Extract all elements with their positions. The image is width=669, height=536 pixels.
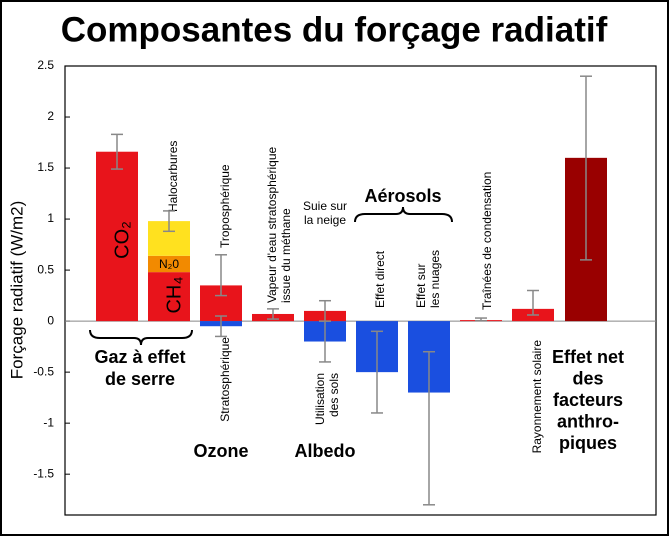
bar-label: Effet direct — [373, 250, 387, 308]
error-bar — [215, 315, 227, 338]
bar-label: CH₄ — [163, 276, 185, 313]
y-tick-label: 2 — [47, 109, 54, 123]
chart-title: Composantes du forçage radiatif — [61, 10, 608, 49]
error-bar — [215, 254, 227, 297]
group-label: de serre — [105, 369, 175, 389]
error-bar — [111, 133, 123, 170]
bar — [96, 151, 138, 322]
y-axis-label: Forçage radiatif (W/m2) — [7, 201, 26, 380]
group-label: Effet net — [552, 347, 624, 367]
error-bar — [580, 75, 592, 261]
group-label: anthro- — [557, 411, 619, 431]
group-label: des — [572, 368, 603, 388]
group-label: Gaz à effet — [94, 347, 185, 367]
plot-area — [64, 65, 657, 516]
bar-label: des sols — [327, 373, 341, 417]
bar-label: issue du méthane — [279, 208, 293, 303]
bar-label: la neige — [304, 213, 346, 227]
bar-label: Stratosphérique — [218, 337, 232, 422]
bar-segment — [148, 255, 190, 273]
bar-label: Troposphérique — [218, 164, 232, 248]
y-tick-label: 2.5 — [37, 58, 54, 72]
bar-label: Utilisation — [313, 373, 327, 425]
group-label: facteurs — [553, 390, 623, 410]
y-tick-label: 0 — [47, 313, 54, 327]
brace — [89, 329, 193, 346]
bar-label: Halocarbures — [166, 141, 180, 212]
bar-label: les nuages — [428, 250, 442, 308]
y-tick-label: -1 — [43, 415, 54, 429]
bar-label: CO₂ — [111, 221, 133, 259]
bar-label: Suie sur — [303, 199, 347, 213]
y-tick-label: -1.5 — [33, 466, 54, 480]
error-bar — [163, 210, 175, 233]
bar-label: Rayonnement solaire — [530, 340, 544, 454]
group-label: Ozone — [193, 441, 248, 461]
error-bar — [423, 350, 435, 506]
bar-label: Traînées de condensation — [480, 172, 494, 310]
bar-label: Vapeur d'eau stratosphérique — [265, 146, 279, 303]
group-label: Albedo — [295, 441, 356, 461]
bar-label: N₂0 — [159, 257, 179, 271]
error-bar — [319, 299, 331, 322]
group-label: Aérosols — [364, 186, 441, 206]
error-bar — [527, 289, 539, 316]
group-label: piques — [559, 433, 617, 453]
y-tick-label: 0.5 — [37, 262, 54, 276]
bar-segment — [148, 272, 190, 322]
error-bar — [267, 308, 279, 320]
brace — [354, 206, 453, 223]
y-tick-label: 1 — [47, 211, 54, 225]
y-tick-label: 1.5 — [37, 160, 54, 174]
error-bar — [371, 330, 383, 414]
y-tick-label: -0.5 — [33, 364, 54, 378]
bar-label: Effet sur — [414, 264, 428, 308]
error-bar — [475, 317, 487, 322]
